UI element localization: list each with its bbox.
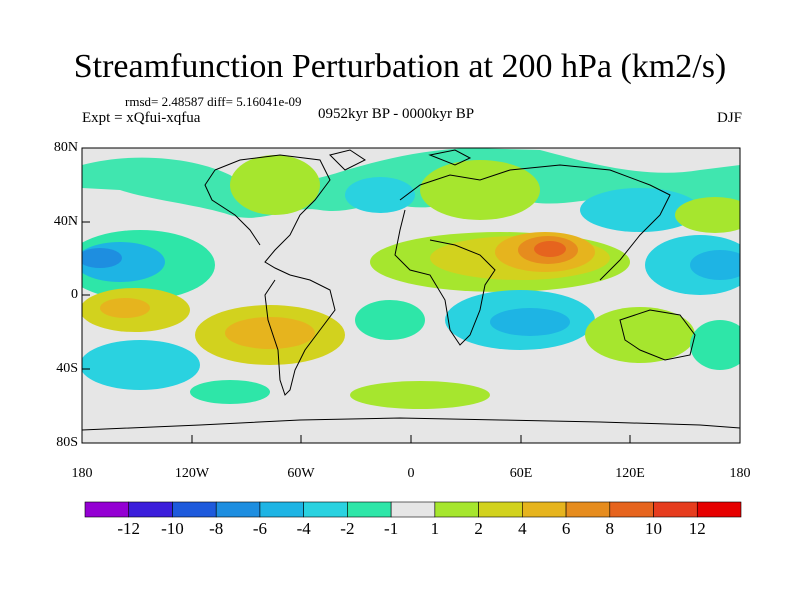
colorbar-tick-label: -6 <box>252 519 267 538</box>
africa-coast <box>394 209 496 346</box>
lat-label: 0 <box>71 287 78 302</box>
lon-label: 180 <box>71 466 93 481</box>
rmsd-diff-stats: rmsd= 2.48587 diff= 5.16041e-09 <box>125 94 302 109</box>
indian-ocean-negative-core <box>490 308 570 336</box>
colorbar-swatch <box>565 501 611 518</box>
season-label: DJF <box>716 110 742 126</box>
lon-label: 60E <box>509 466 533 481</box>
map-title: Streamfunction Perturbation at 200 hPa (… <box>73 48 727 85</box>
axis-ticks <box>81 147 741 444</box>
eurasia-coast <box>399 164 671 281</box>
lat-label: 40N <box>53 214 78 229</box>
antarctica-coast <box>82 417 740 431</box>
southern-ocean-positive <box>350 381 490 409</box>
colorbar-tick-label: 6 <box>561 519 571 538</box>
south-atlantic-green <box>355 300 425 340</box>
australia-positive <box>585 307 695 363</box>
colorbar-tick-label: -2 <box>340 519 355 538</box>
colorbar-tick-label: 12 <box>688 519 706 538</box>
colorbar-swatch <box>653 501 698 518</box>
colorbar-tick-label: 8 <box>605 519 615 538</box>
se-pacific-positive-core <box>100 298 150 318</box>
colorbar-swatch <box>434 501 479 518</box>
south-pacific-negative <box>82 340 200 390</box>
colorbar-tick-label: 10 <box>645 519 663 538</box>
colorbar-swatch <box>259 501 304 518</box>
colorbar-tick-label: 2 <box>474 519 483 538</box>
colorbar-tick-label: -10 <box>161 519 184 538</box>
south-america-coast <box>264 274 336 396</box>
colorbar-tick-label: -8 <box>209 519 224 538</box>
pacific-negative-core <box>82 248 122 268</box>
lat-label: 40S <box>56 361 78 376</box>
colorbar-swatch <box>522 501 567 518</box>
colorbar-swatch <box>609 501 654 518</box>
colorbar-swatch <box>128 501 173 518</box>
south-asia-high-core <box>534 241 566 257</box>
east-asia-negative <box>580 188 700 232</box>
colorbar-tick-label: 1 <box>430 519 440 538</box>
colorbar-swatch <box>303 501 348 518</box>
colorbar-tick-label: 4 <box>518 519 527 538</box>
atlantic-negative <box>345 177 415 213</box>
lon-label: 120W <box>174 466 210 481</box>
north-america-positive <box>230 155 320 215</box>
lon-label: 60W <box>287 466 315 481</box>
contour-fields <box>82 148 740 443</box>
lon-label: 0 <box>407 466 415 481</box>
colorbar-tick-label: -12 <box>117 519 141 538</box>
period-label: 0952kyr BP - 0000kyr BP <box>318 106 475 122</box>
greenland-coast <box>329 149 366 171</box>
colorbar-swatch <box>172 501 217 518</box>
lon-label: 120E <box>615 466 645 481</box>
south-america-positive-core <box>225 317 315 349</box>
australia-coast <box>619 309 696 361</box>
north-america-coast <box>214 154 331 276</box>
southern-ocean-green <box>190 380 270 404</box>
colorbar <box>84 501 742 518</box>
colorbar-swatch <box>215 501 261 518</box>
scandinavia-coast <box>428 149 472 166</box>
lat-label: 80N <box>53 140 78 155</box>
coastlines <box>82 149 740 431</box>
colorbar-swatch <box>347 501 392 518</box>
west-pacific-negative-core <box>690 250 740 280</box>
colorbar-swatch <box>84 501 130 518</box>
tasman-green <box>690 320 740 370</box>
lon-label: 180 <box>729 466 751 481</box>
colorbar-tick-label: -4 <box>296 519 311 538</box>
experiment-label: Expt = xQfui-xqfua <box>82 110 201 126</box>
lat-label: 80S <box>56 435 78 450</box>
colorbar-swatch <box>696 501 742 518</box>
north-america-west-coast <box>204 169 261 246</box>
colorbar-tick-label: -1 <box>384 519 399 538</box>
north-pacific-positive <box>675 197 740 233</box>
colorbar-swatch <box>390 501 436 518</box>
colorbar-swatch <box>478 501 523 518</box>
